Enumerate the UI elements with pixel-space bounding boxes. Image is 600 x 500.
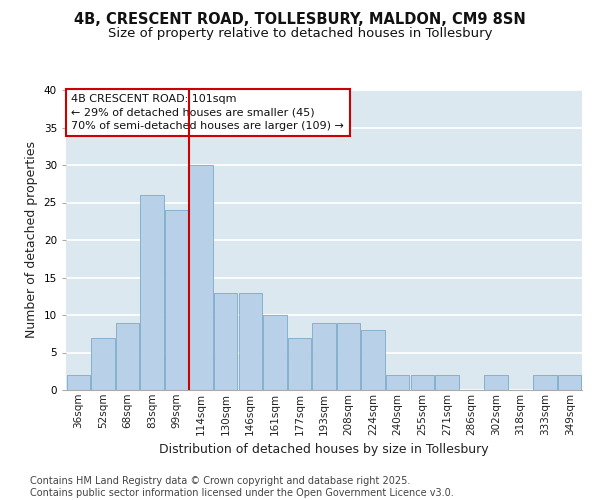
Y-axis label: Number of detached properties: Number of detached properties — [25, 142, 38, 338]
Bar — [263, 315, 287, 390]
Bar — [116, 322, 139, 390]
Bar — [288, 338, 311, 390]
Bar — [533, 375, 557, 390]
Text: 4B, CRESCENT ROAD, TOLLESBURY, MALDON, CM9 8SN: 4B, CRESCENT ROAD, TOLLESBURY, MALDON, C… — [74, 12, 526, 28]
Bar — [313, 322, 335, 390]
Text: Contains HM Land Registry data © Crown copyright and database right 2025.
Contai: Contains HM Land Registry data © Crown c… — [30, 476, 454, 498]
Bar — [386, 375, 409, 390]
Bar — [214, 292, 238, 390]
Bar — [435, 375, 458, 390]
Bar — [165, 210, 188, 390]
Bar — [190, 165, 213, 390]
Bar — [337, 322, 360, 390]
Bar — [239, 292, 262, 390]
Bar — [558, 375, 581, 390]
Bar — [361, 330, 385, 390]
Bar — [140, 195, 164, 390]
Bar — [484, 375, 508, 390]
Text: 4B CRESCENT ROAD: 101sqm
← 29% of detached houses are smaller (45)
70% of semi-d: 4B CRESCENT ROAD: 101sqm ← 29% of detach… — [71, 94, 344, 131]
Bar — [410, 375, 434, 390]
Text: Size of property relative to detached houses in Tollesbury: Size of property relative to detached ho… — [108, 28, 492, 40]
Bar — [91, 338, 115, 390]
Bar — [67, 375, 90, 390]
X-axis label: Distribution of detached houses by size in Tollesbury: Distribution of detached houses by size … — [159, 443, 489, 456]
